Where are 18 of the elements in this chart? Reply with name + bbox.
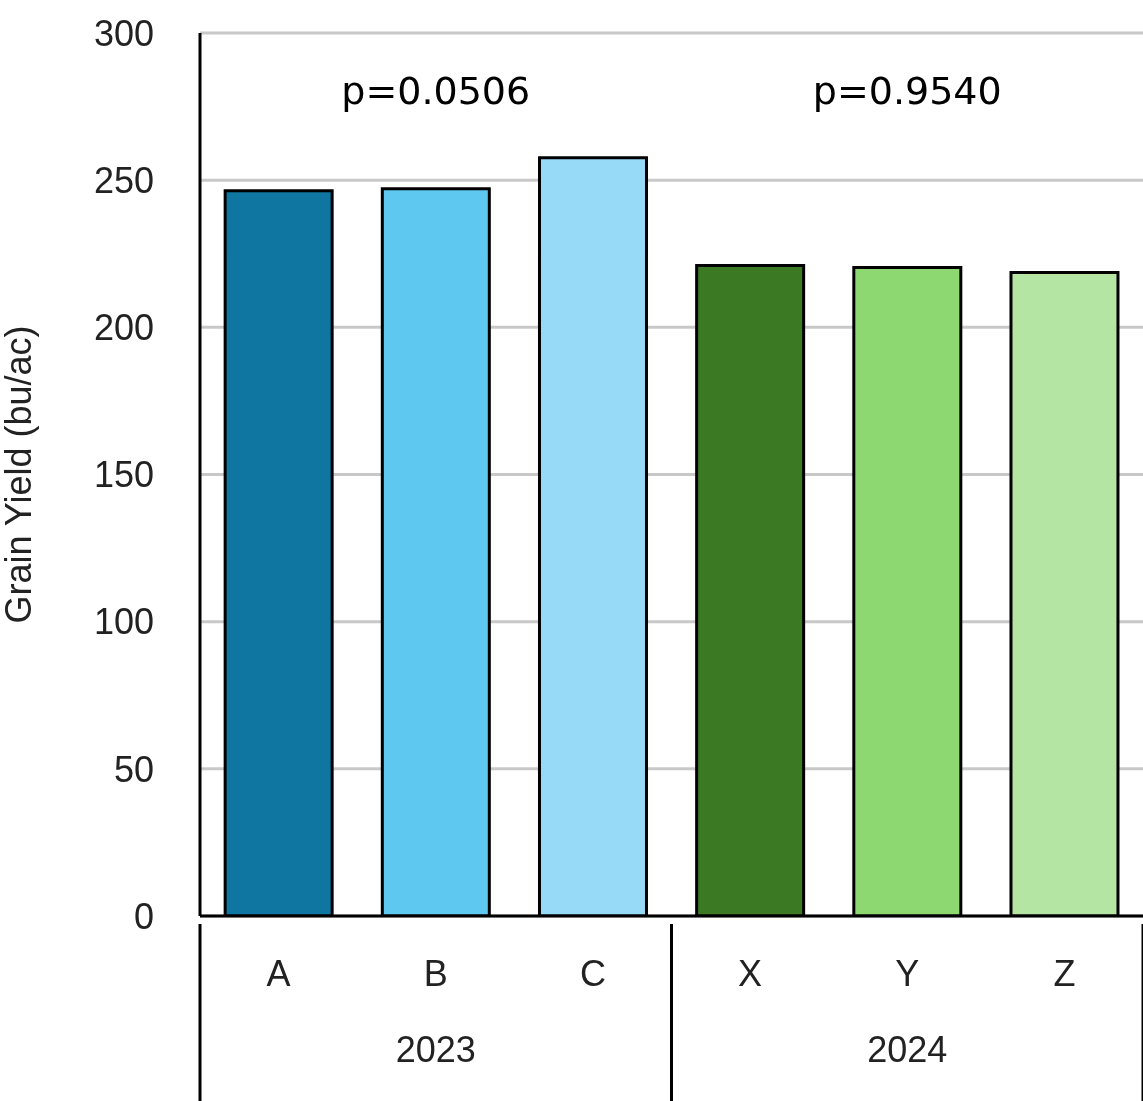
x-tick-label: A [266,953,291,994]
x-tick-label: X [738,953,763,994]
y-tick-label: 0 [133,895,154,937]
annotation: p=0.0506 [340,68,532,114]
text: 2023 [394,1028,477,1072]
x-tick-label: B [423,953,448,994]
annotation: p=0.9540 [811,68,1003,114]
y-axis-title: Grain Yield (bu/ac) [0,325,39,624]
y-tick-label: 250 [93,159,154,201]
y-tick-label: 150 [93,454,154,496]
x-tick-label: C [579,953,606,994]
y-tick-label: 100 [93,601,154,643]
y-tick-label: 200 [93,307,154,349]
y-tick-label: 300 [93,12,154,54]
x-tick-label: Z [1053,953,1076,994]
y-tick-label: 50 [113,748,154,790]
text: 2024 [866,1028,949,1072]
x-tick-label: Y [895,953,920,994]
